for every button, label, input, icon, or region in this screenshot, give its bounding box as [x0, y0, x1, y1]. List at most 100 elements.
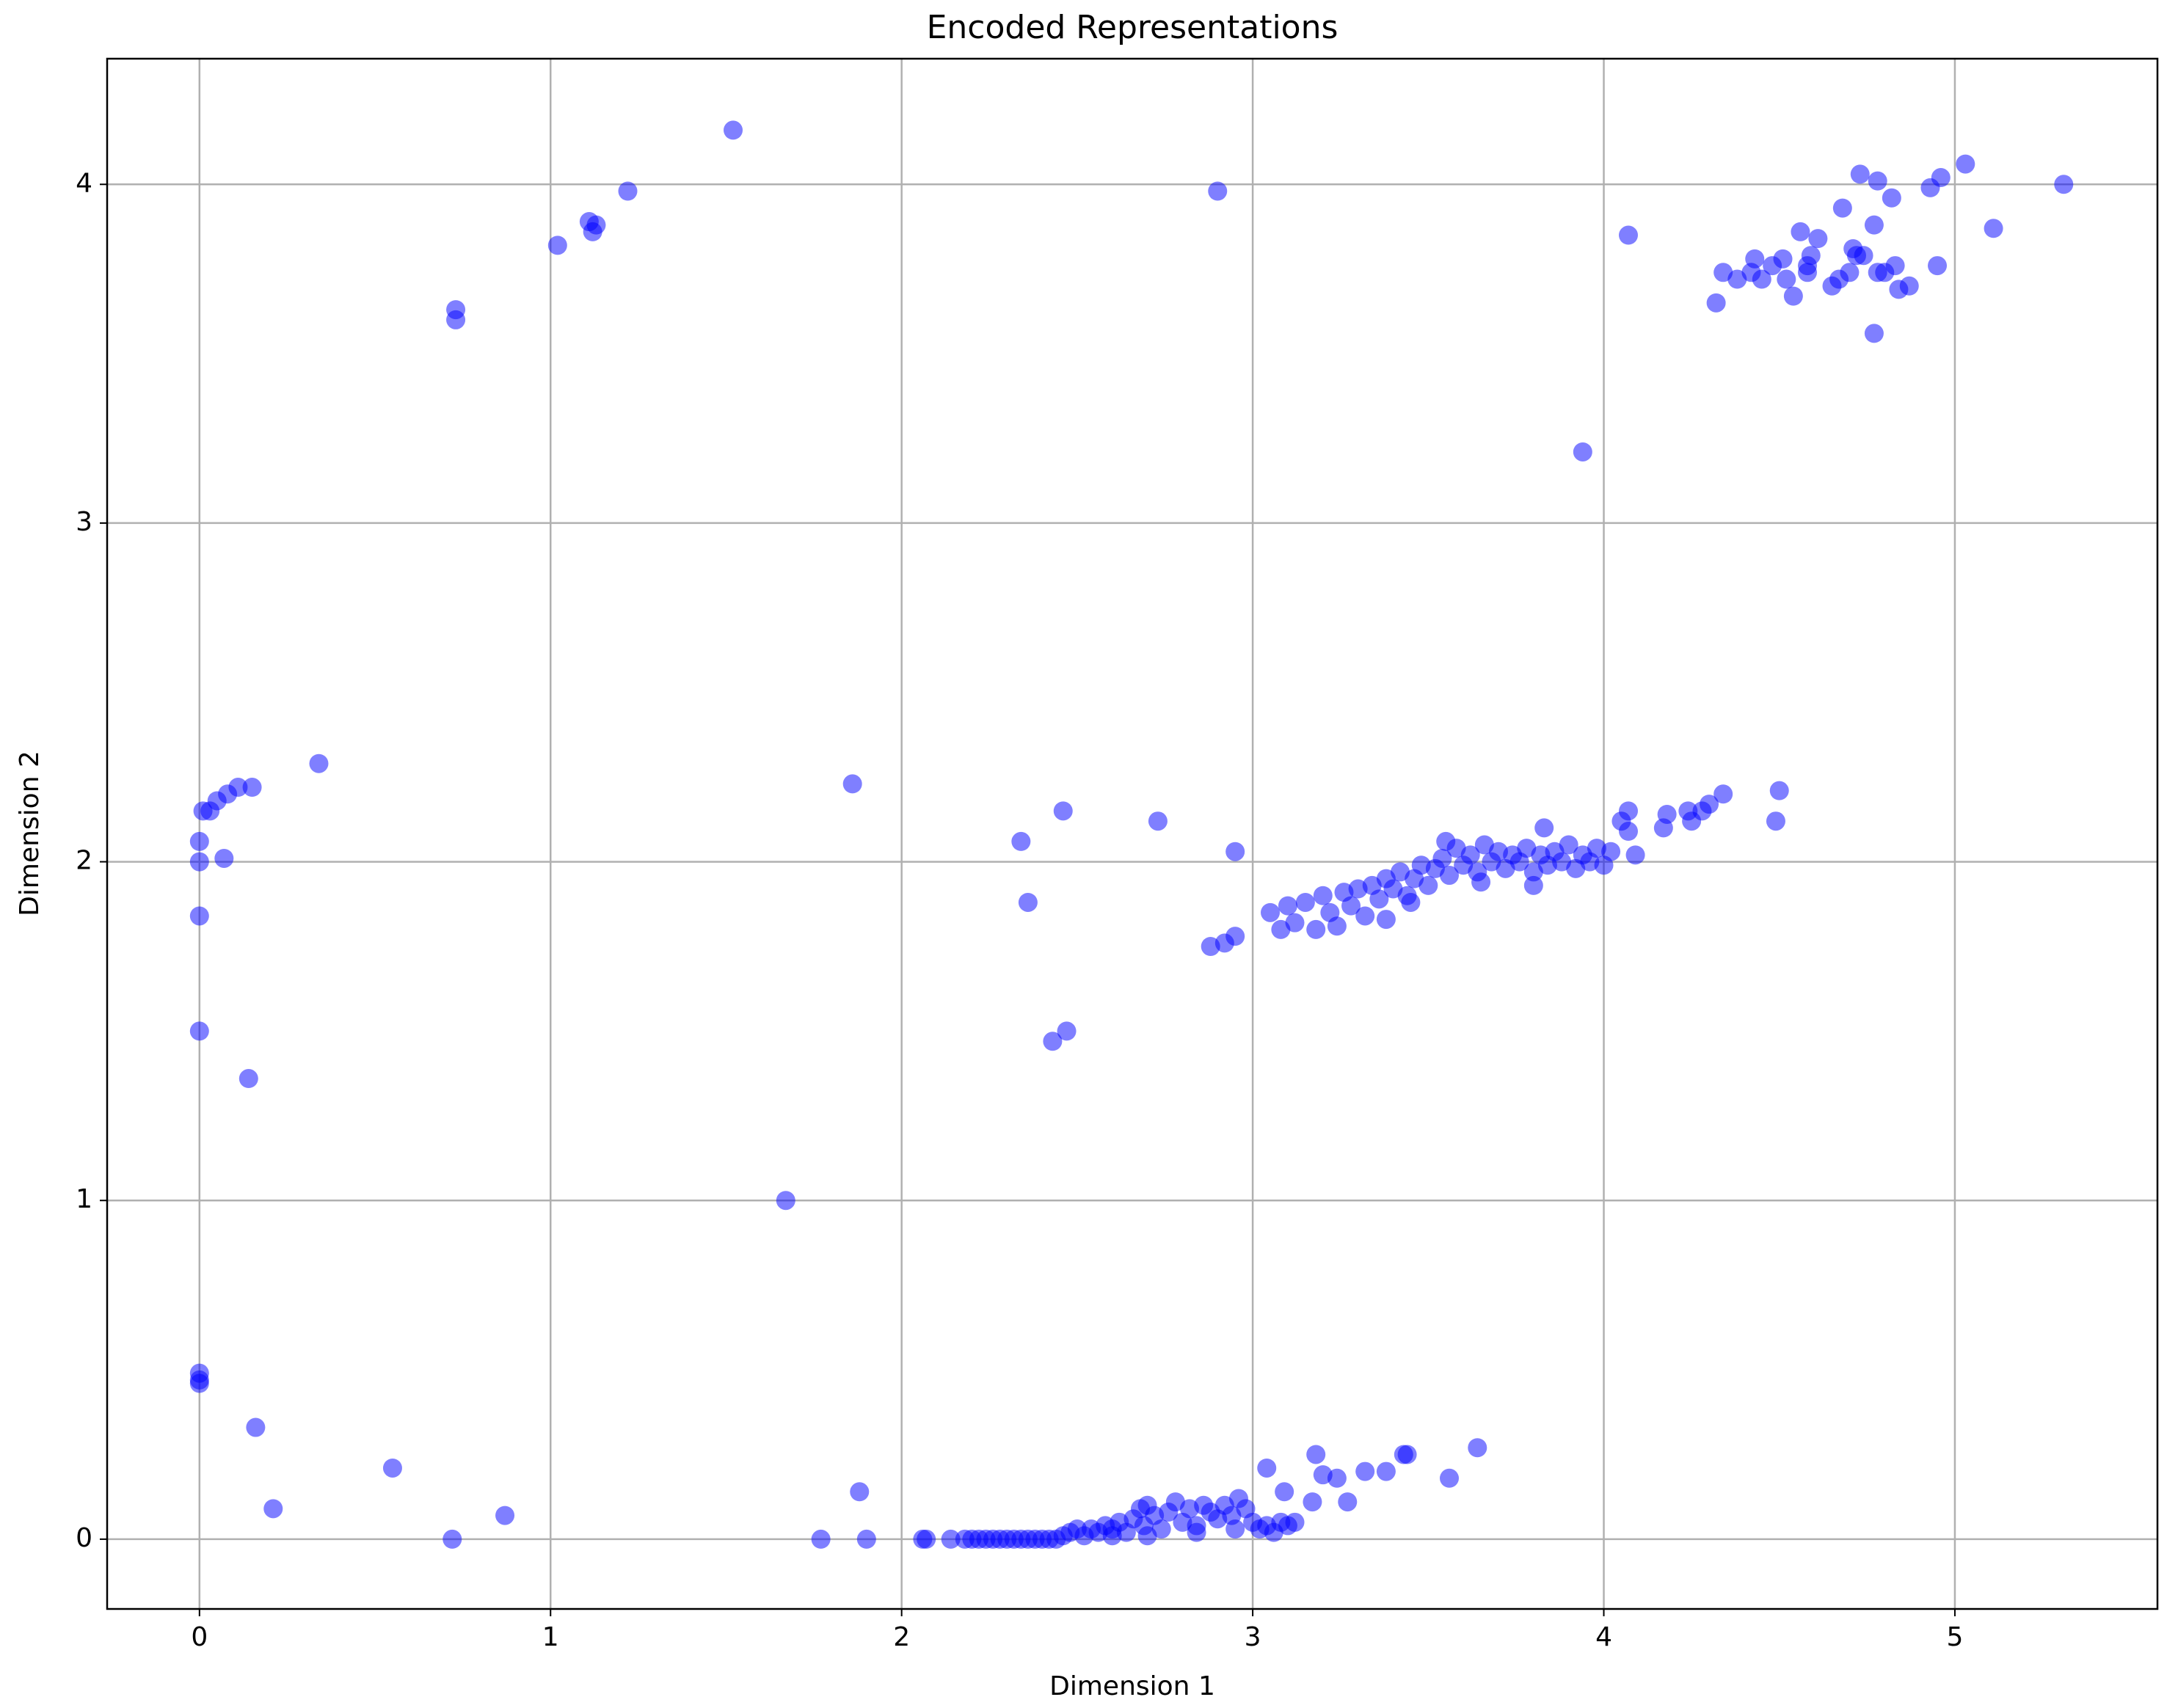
point: [1225, 927, 1245, 946]
point: [1341, 896, 1361, 916]
point: [1306, 1445, 1326, 1464]
point: [2054, 175, 2074, 194]
point: [193, 801, 213, 821]
point: [1850, 164, 1870, 184]
point: [1783, 286, 1803, 306]
y-tick-label: 3: [76, 507, 92, 537]
point: [1355, 1461, 1375, 1481]
point: [1043, 1032, 1063, 1051]
point: [1285, 913, 1305, 933]
point: [238, 1069, 258, 1089]
point: [1313, 886, 1333, 905]
point: [1468, 1438, 1487, 1458]
point: [1355, 906, 1375, 926]
point: [1752, 269, 1771, 289]
point: [1436, 831, 1456, 851]
point: [1057, 1021, 1077, 1041]
point: [189, 831, 209, 851]
point: [1864, 324, 1884, 343]
point: [1864, 215, 1884, 235]
point: [189, 1373, 209, 1393]
point: [1295, 892, 1315, 912]
point: [1327, 1468, 1347, 1488]
point: [776, 1191, 795, 1211]
x-axis-label: Dimension 1: [1049, 1671, 1215, 1701]
point: [1928, 256, 1948, 276]
point: [189, 906, 209, 926]
point: [618, 181, 638, 201]
point: [1440, 1468, 1460, 1488]
point: [1208, 181, 1228, 201]
point: [1225, 842, 1245, 861]
point: [1868, 263, 1887, 282]
y-axis-label: Dimension 2: [15, 751, 45, 916]
point: [1187, 1522, 1206, 1542]
point: [1601, 842, 1621, 861]
point: [850, 1482, 870, 1502]
point: [1306, 919, 1326, 939]
point: [842, 774, 862, 794]
point: [1791, 222, 1810, 241]
point: [1401, 892, 1421, 912]
point: [1840, 263, 1860, 282]
y-tick-label: 2: [76, 846, 92, 876]
point: [1573, 442, 1592, 461]
point: [1619, 822, 1639, 842]
chart-title: Encoded Representations: [927, 9, 1339, 46]
point: [1303, 1492, 1322, 1512]
point: [1766, 811, 1785, 831]
point: [1801, 246, 1821, 266]
point: [1625, 845, 1645, 865]
point: [1471, 872, 1491, 892]
point: [1713, 784, 1733, 804]
point: [941, 1529, 961, 1549]
x-tick-label: 5: [1946, 1622, 1963, 1652]
point: [1984, 219, 2003, 238]
x-tick-label: 1: [542, 1622, 559, 1652]
point: [1440, 866, 1460, 886]
point: [1369, 889, 1389, 909]
point: [1846, 246, 1866, 266]
point: [1275, 1482, 1294, 1502]
point: [917, 1529, 936, 1549]
y-tick-label: 1: [76, 1184, 92, 1214]
point: [1285, 1512, 1305, 1532]
point: [263, 1499, 283, 1519]
point: [1956, 154, 1975, 174]
point: [1882, 188, 1901, 208]
point: [583, 222, 602, 241]
x-tick-label: 0: [191, 1622, 208, 1652]
point: [1148, 811, 1168, 831]
point: [1534, 818, 1554, 838]
point: [382, 1458, 402, 1478]
point: [1053, 801, 1073, 821]
point: [1011, 831, 1031, 851]
point: [1394, 1445, 1413, 1464]
point: [495, 1506, 515, 1525]
point: [1773, 249, 1793, 269]
point: [309, 753, 329, 773]
point: [242, 778, 262, 798]
point: [1257, 1458, 1277, 1478]
point: [1559, 835, 1578, 855]
point: [1376, 1461, 1396, 1481]
x-tick-label: 3: [1245, 1622, 1261, 1652]
plot-frame: [106, 57, 2159, 1610]
point: [856, 1529, 876, 1549]
point: [1777, 269, 1796, 289]
point: [1523, 875, 1543, 895]
point: [1889, 280, 1909, 299]
point: [1700, 795, 1719, 814]
point: [1769, 781, 1789, 800]
x-tick-label: 2: [893, 1622, 910, 1652]
point: [189, 852, 209, 872]
point: [1460, 845, 1480, 865]
point: [1798, 263, 1818, 282]
point: [1018, 892, 1038, 912]
point: [1261, 902, 1281, 922]
point: [1657, 804, 1677, 824]
point: [246, 1417, 266, 1437]
point: [724, 120, 743, 140]
point: [189, 1021, 209, 1041]
